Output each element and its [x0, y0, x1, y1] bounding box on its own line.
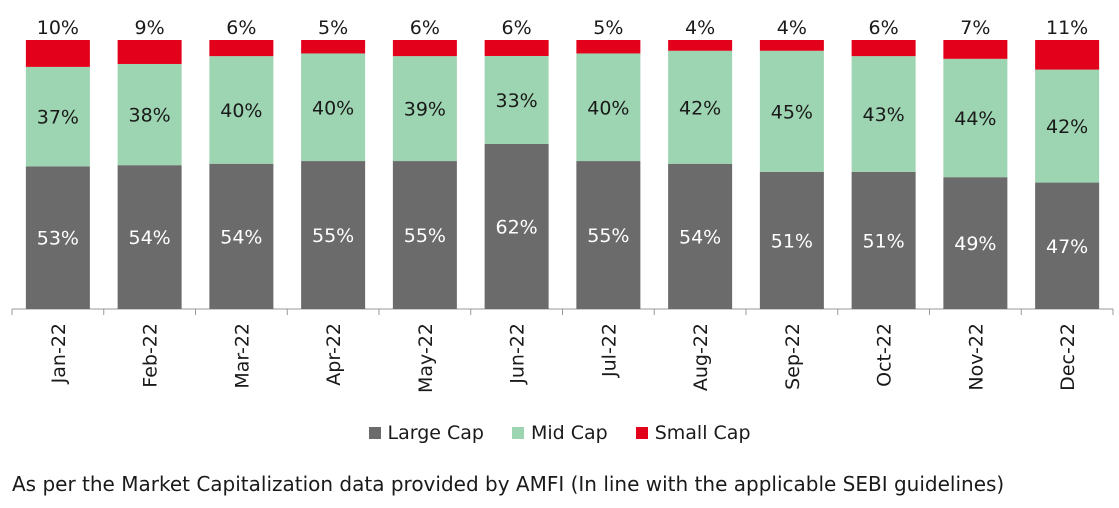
legend-label-large-cap: Large Cap	[387, 422, 484, 444]
legend-swatch-large-cap	[368, 427, 381, 439]
bar-segment-small-cap	[117, 40, 182, 64]
data-label-mid-cap: 39%	[404, 99, 446, 121]
bar-segment-large-cap	[301, 161, 366, 309]
data-label-mid-cap: 44%	[954, 108, 996, 130]
bar-segment-small-cap	[576, 40, 641, 54]
data-label-mid-cap: 43%	[863, 104, 905, 126]
data-label-mid-cap: 33%	[496, 90, 538, 112]
bar-segment-large-cap	[25, 166, 90, 309]
bar-segment-large-cap	[668, 163, 733, 309]
data-label-small-cap: 4%	[777, 17, 807, 39]
bar-segment-mid-cap	[25, 66, 90, 167]
x-tick-label: Dec-22	[1057, 323, 1079, 391]
bar-segment-small-cap	[943, 40, 1008, 59]
x-tick-label: May-22	[415, 323, 437, 393]
bar-segment-mid-cap	[484, 55, 549, 144]
legend-label-small-cap: Small Cap	[654, 422, 751, 444]
data-label-mid-cap: 40%	[312, 97, 354, 119]
data-label-large-cap: 55%	[312, 225, 354, 247]
bar-segment-large-cap	[392, 161, 457, 309]
data-label-large-cap: 54%	[129, 227, 171, 249]
bar-segment-mid-cap	[209, 56, 274, 164]
x-tick-label: Aug-22	[690, 323, 712, 391]
x-tick-label: Jun-22	[507, 323, 529, 385]
legend-item-large-cap: Large Cap	[368, 422, 484, 444]
data-label-large-cap: 55%	[587, 225, 629, 247]
data-label-mid-cap: 45%	[771, 101, 813, 123]
data-label-small-cap: 5%	[318, 17, 348, 39]
data-label-small-cap: 5%	[593, 17, 623, 39]
x-tick-label: Sep-22	[782, 323, 804, 390]
bar-segment-mid-cap	[117, 63, 182, 166]
bar-segment-large-cap	[209, 163, 274, 309]
bar-segment-large-cap	[484, 143, 549, 309]
data-label-mid-cap: 42%	[679, 97, 721, 119]
bar-segment-small-cap	[25, 40, 90, 67]
x-tick-label: Feb-22	[140, 323, 162, 388]
bar-segment-mid-cap	[576, 53, 641, 162]
data-label-large-cap: 51%	[771, 230, 813, 252]
data-label-large-cap: 53%	[37, 228, 79, 250]
data-label-mid-cap: 37%	[37, 107, 79, 129]
bar-segment-mid-cap	[943, 58, 1008, 178]
bar-segment-mid-cap	[851, 56, 916, 172]
legend-item-mid-cap: Mid Cap	[511, 422, 608, 444]
bar-segment-mid-cap	[759, 50, 824, 172]
data-label-large-cap: 54%	[679, 226, 721, 248]
bar-segment-small-cap	[484, 40, 549, 56]
bar-segment-mid-cap	[668, 50, 733, 164]
data-label-small-cap: 7%	[960, 17, 990, 39]
data-label-small-cap: 11%	[1046, 17, 1088, 39]
data-label-large-cap: 55%	[404, 225, 446, 247]
bar-segment-large-cap	[117, 165, 182, 309]
chart-legend: Large Cap Mid Cap Small Cap	[0, 422, 1119, 444]
data-label-mid-cap: 42%	[1046, 116, 1088, 138]
legend-item-small-cap: Small Cap	[635, 422, 751, 444]
bar-segment-large-cap	[943, 177, 1008, 309]
data-label-large-cap: 47%	[1046, 236, 1088, 258]
x-tick-label: Jul-22	[598, 323, 620, 378]
data-label-large-cap: 51%	[863, 230, 905, 252]
x-tick-label: Nov-22	[965, 323, 987, 391]
x-tick-label: Apr-22	[323, 323, 345, 386]
x-tick-label: Oct-22	[874, 323, 896, 387]
data-label-small-cap: 10%	[37, 17, 79, 39]
data-label-mid-cap: 38%	[129, 105, 171, 127]
legend-label-mid-cap: Mid Cap	[530, 422, 608, 444]
data-label-small-cap: 6%	[410, 17, 440, 39]
bar-segment-small-cap	[392, 40, 457, 57]
bar-segment-small-cap	[301, 40, 366, 54]
bar-segment-small-cap	[1035, 40, 1100, 70]
bar-segment-mid-cap	[301, 53, 366, 162]
bar-segment-large-cap	[1035, 182, 1100, 309]
data-label-large-cap: 62%	[496, 216, 538, 238]
data-label-small-cap: 9%	[135, 17, 165, 39]
data-label-mid-cap: 40%	[220, 100, 262, 122]
data-label-large-cap: 49%	[954, 233, 996, 255]
data-label-small-cap: 4%	[685, 17, 715, 39]
bar-segment-large-cap	[851, 171, 916, 309]
bar-segment-mid-cap	[1035, 69, 1100, 183]
legend-swatch-mid-cap	[511, 427, 524, 439]
x-tick-label: Mar-22	[231, 323, 253, 389]
data-label-mid-cap: 40%	[587, 97, 629, 119]
data-label-small-cap: 6%	[226, 17, 256, 39]
bar-segment-large-cap	[759, 171, 824, 309]
chart-footnote: As per the Market Capitalization data pr…	[12, 472, 1005, 496]
bar-segment-mid-cap	[392, 56, 457, 162]
x-tick-label: Jan-22	[48, 323, 70, 384]
bar-segment-small-cap	[851, 40, 916, 57]
data-label-small-cap: 6%	[869, 17, 899, 39]
bar-segment-large-cap	[576, 161, 641, 309]
bar-segment-small-cap	[759, 40, 824, 51]
data-label-large-cap: 54%	[220, 226, 262, 248]
legend-swatch-small-cap	[635, 427, 648, 439]
data-label-small-cap: 6%	[502, 17, 532, 39]
bar-segment-small-cap	[209, 40, 274, 57]
bar-segment-small-cap	[668, 40, 733, 51]
stacked-bar-chart: 53% 37% 10% Jan-22 54% 38% 9% Feb-22 54% 40% 6% Mar…	[11, 17, 1114, 393]
